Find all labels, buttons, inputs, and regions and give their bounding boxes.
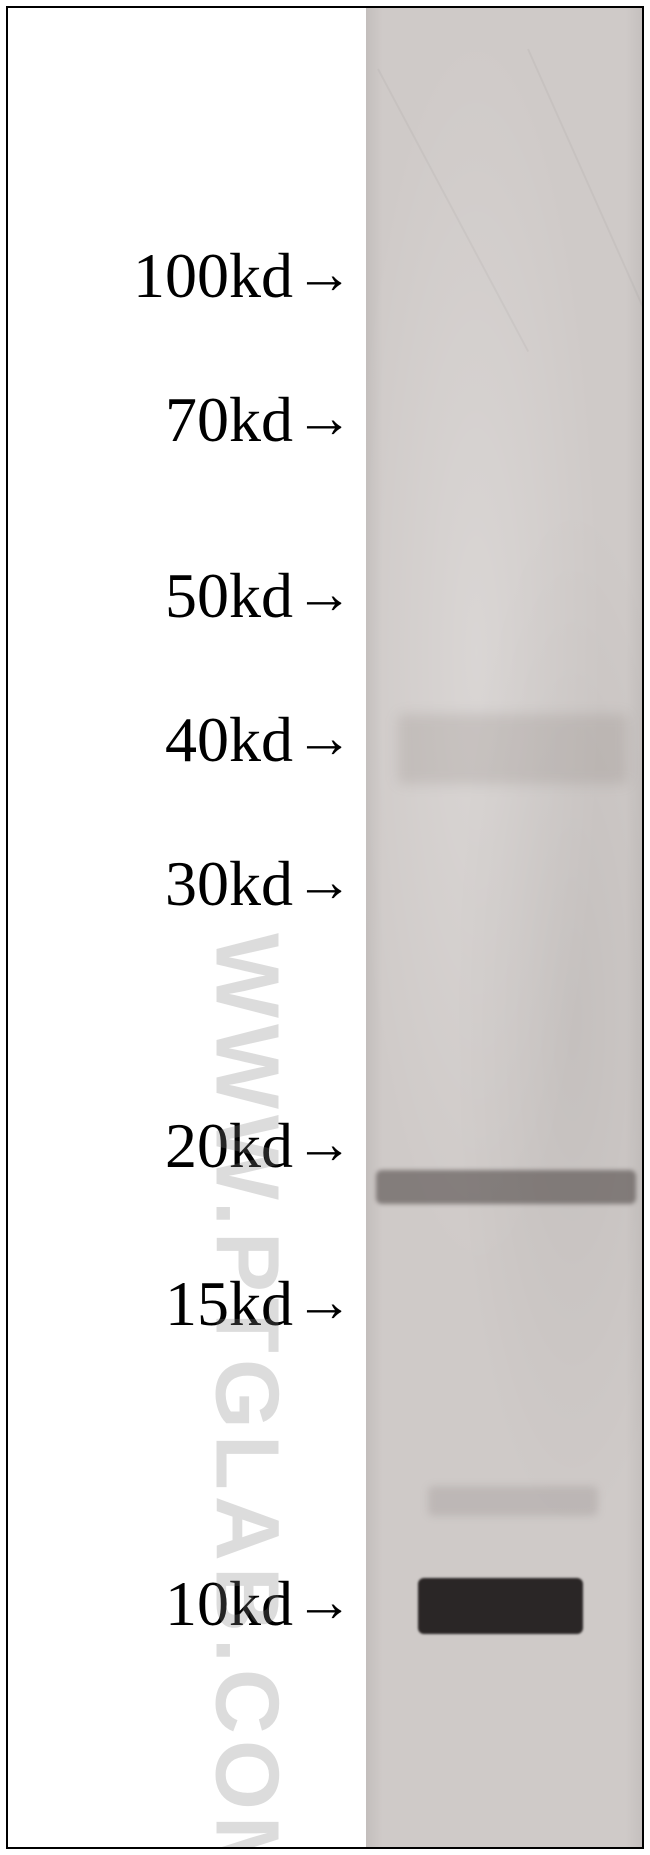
band-10kd-strong — [418, 1578, 583, 1634]
marker-label-text: 50kd — [165, 564, 293, 628]
arrow-right-icon: → — [295, 245, 353, 303]
marker-label-text: 20kd — [165, 1114, 293, 1178]
marker-label: 70kd → — [8, 388, 353, 452]
marker-label: 30kd → — [8, 852, 353, 916]
arrow-right-icon: → — [295, 1573, 353, 1631]
arrow-right-icon: → — [295, 1115, 353, 1173]
marker-label-text: 15kd — [165, 1272, 293, 1336]
marker-label-text: 100kd — [133, 244, 293, 308]
marker-label-text: 70kd — [165, 388, 293, 452]
marker-label-text: 40kd — [165, 708, 293, 772]
marker-label: 100kd → — [8, 244, 353, 308]
lane-artifact-line — [377, 69, 529, 352]
marker-label: 40kd → — [8, 708, 353, 772]
marker-label: 50kd → — [8, 564, 353, 628]
marker-label: 15kd → — [8, 1272, 353, 1336]
marker-labels-column: 100kd → 70kd → 50kd → 40kd → 30kd → 20kd… — [8, 8, 353, 1847]
arrow-right-icon: → — [295, 565, 353, 623]
band-smudge-40kd — [398, 714, 628, 784]
blot-lane — [366, 8, 642, 1847]
arrow-right-icon: → — [295, 389, 353, 447]
marker-label-text: 10kd — [165, 1572, 293, 1636]
arrow-right-icon: → — [295, 1273, 353, 1331]
lane-artifact-line — [527, 49, 644, 324]
arrow-right-icon: → — [295, 853, 353, 911]
marker-label-text: 30kd — [165, 852, 293, 916]
figure-frame: 100kd → 70kd → 50kd → 40kd → 30kd → 20kd… — [6, 6, 644, 1849]
marker-label: 10kd → — [8, 1572, 353, 1636]
marker-label: 20kd → — [8, 1114, 353, 1178]
band-18kd — [376, 1170, 636, 1204]
arrow-right-icon: → — [295, 709, 353, 767]
band-faint-12kd — [428, 1486, 598, 1516]
